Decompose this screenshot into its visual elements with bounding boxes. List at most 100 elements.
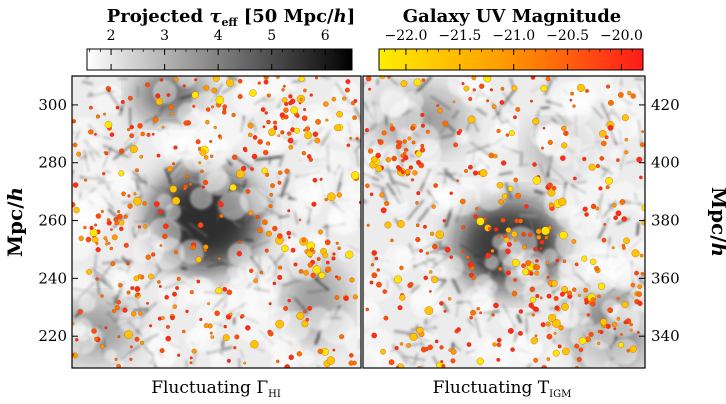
bright-bubble [548,151,579,182]
y-tick-label: 340 [651,327,680,345]
galaxy-marker [385,157,392,163]
galaxy-marker [138,311,143,316]
galaxy-marker [491,104,497,109]
colorbar-tick-label: 5 [267,28,276,44]
filament [234,212,257,232]
galaxy-marker [615,210,622,217]
filament [348,245,361,253]
galaxy-marker [476,357,484,365]
galaxy-marker [397,305,403,311]
galaxy-marker [605,323,611,329]
galaxy-marker [129,145,138,153]
filament [118,101,125,117]
galaxy-marker [376,268,380,272]
filament [143,268,162,290]
galaxy-marker [530,99,533,103]
colorbar-tick-label: −21.5 [438,28,481,44]
galaxy-marker [405,168,411,175]
filament [515,314,523,324]
galaxy-marker [267,330,274,337]
galaxy-marker [563,130,569,137]
galaxy-marker [374,256,379,261]
galaxy-marker [344,87,350,93]
galaxy-marker [129,357,133,361]
galaxy-marker [375,152,381,159]
galaxy-marker [371,156,378,163]
galaxy-marker [229,312,233,317]
filament [353,139,361,154]
filament [555,112,567,123]
bright-bubble [474,273,493,293]
galaxy-marker [215,287,223,294]
galaxy-marker [510,347,515,352]
galaxy-marker [595,206,600,211]
galaxy-marker [400,170,405,175]
galaxy-marker [237,94,243,100]
bright-bubble [195,305,221,331]
galaxy-marker [249,268,254,274]
galaxy-marker [420,143,425,148]
galaxy-marker [607,307,614,314]
galaxy-marker [231,112,236,118]
galaxy-marker [456,130,461,136]
galaxy-marker [384,221,392,229]
galaxy-marker [613,215,618,221]
galaxy-marker [496,181,504,189]
galaxy-marker [466,342,472,347]
galaxy-marker [264,248,269,253]
filament [475,106,488,117]
bright-bubble [138,325,165,352]
galaxy-marker [257,139,263,145]
galaxy-marker [379,192,385,198]
galaxy-marker [612,321,618,327]
galaxy-marker [583,287,589,293]
galaxy-marker [92,236,99,243]
bright-bubble [245,255,276,286]
galaxy-marker [511,258,520,267]
galaxy-marker [209,154,214,158]
galaxy-marker [619,199,626,205]
panel-gamma-label: Fluctuating ΓHI [151,378,281,400]
galaxy-marker [461,250,465,254]
galaxy-marker [400,80,408,87]
galaxy-marker [275,76,280,79]
galaxy-marker [513,239,517,242]
galaxy-marker [214,310,220,316]
galaxy-marker [257,227,263,234]
galaxy-marker [100,209,104,214]
galaxy-marker [513,115,517,120]
galaxy-marker [514,218,520,224]
galaxy-marker [369,192,374,197]
galaxy-marker [311,201,317,207]
filament [590,105,604,120]
galaxy-marker [225,78,235,87]
galaxy-marker [535,293,540,298]
galaxy-marker [176,276,181,281]
galaxy-marker [621,114,629,122]
galaxy-marker [163,223,169,229]
bright-bubble [78,294,96,313]
galaxy-marker [596,341,601,345]
filament [105,304,129,316]
galaxy-marker [345,79,351,85]
bright-bubble [379,143,405,170]
galaxy-marker [561,125,567,132]
galaxy-marker [511,231,518,238]
galaxy-marker [429,231,435,236]
galaxy-marker [177,353,181,357]
galaxy-marker [219,213,224,218]
galaxy-marker [573,176,577,181]
galaxy-marker [394,275,402,284]
galaxy-marker [205,119,210,125]
galaxy-marker [491,313,495,317]
filament [316,365,321,368]
panel-tigm-y-label: Mpc/h [707,187,726,257]
galaxy-marker [423,275,428,281]
galaxy-marker [140,131,145,137]
galaxy-marker [189,356,193,360]
galaxy-marker [582,156,587,162]
galaxy-marker [207,302,211,306]
galaxy-marker [77,309,83,315]
galaxy-marker [365,183,370,189]
galaxy-marker [236,169,245,179]
